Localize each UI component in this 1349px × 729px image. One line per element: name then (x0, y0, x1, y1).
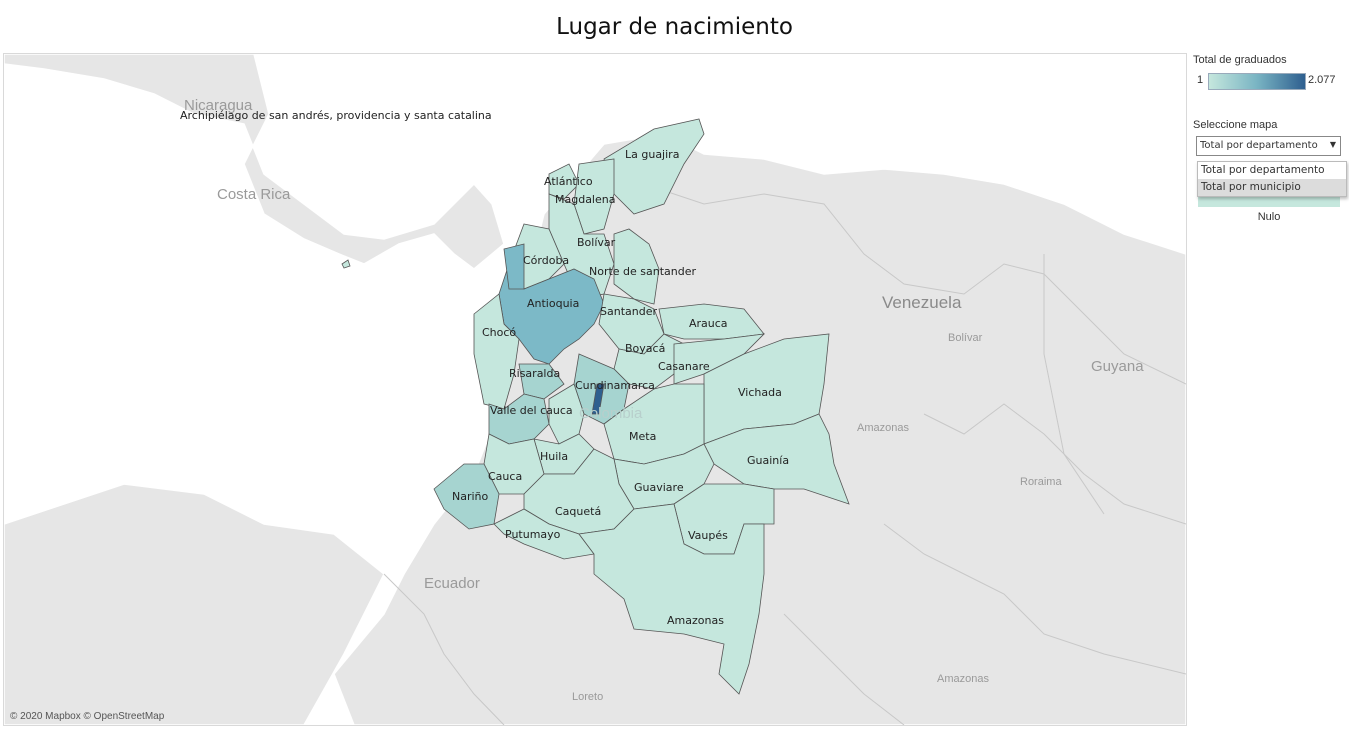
legend-title: Total de graduados (1193, 54, 1287, 66)
dept-label-san-andres: Archipiélago de san andrés, providencia … (180, 109, 492, 122)
dept-label-huila: Huila (540, 450, 568, 463)
region-amazonas[interactable] (578, 503, 765, 695)
map-view[interactable]: Nicaragua Costa Rica Venezuela Guyana Ec… (3, 53, 1187, 726)
label-amazonas-br: Amazonas (937, 673, 989, 685)
region-atlantico[interactable] (548, 163, 580, 200)
region-norte-santander[interactable] (613, 228, 660, 305)
option-total-por-departamento[interactable]: Total por departamento (1201, 164, 1325, 176)
dept-label-valle: Valle del cauca (490, 404, 573, 417)
selector-label: Seleccione mapa (1193, 119, 1278, 131)
page-title: Lugar de nacimiento (556, 14, 793, 40)
label-venezuela: Venezuela (882, 293, 962, 312)
dept-label-caqueta: Caquetá (555, 505, 601, 518)
dept-label-magdalena: Magdalena (555, 193, 615, 206)
region-choco[interactable] (473, 293, 520, 410)
dept-label-santander: Santander (600, 305, 657, 318)
dept-label-antioquia: Antioquia (527, 297, 579, 310)
dept-label-choco: Chocó (482, 326, 516, 339)
dept-label-guainia: Guainía (747, 454, 789, 467)
label-loreto: Loreto (572, 691, 603, 703)
label-roraima: Roraima (1020, 476, 1062, 488)
central-america-land (4, 54, 505, 270)
pacific-coast-land (4, 483, 385, 725)
label-colombia: Colombia (579, 405, 643, 422)
color-legend: 1 2.077 (1193, 72, 1345, 92)
dept-label-narino: Nariño (452, 490, 489, 503)
dept-label-la-guajira: La guajira (625, 148, 679, 161)
colombia-departments (341, 118, 850, 695)
dept-label-meta: Meta (629, 430, 656, 443)
region-narino[interactable] (433, 463, 500, 530)
dept-label-amazonas: Amazonas (667, 614, 724, 627)
label-costa-rica: Costa Rica (217, 186, 291, 203)
dept-label-norte-santander: Norte de santander (589, 265, 697, 278)
dept-label-vichada: Vichada (738, 386, 782, 399)
chevron-down-icon[interactable]: ▼ (1329, 140, 1336, 149)
region-uraba-cordoba[interactable] (503, 243, 525, 290)
dept-label-vaupes: Vaupés (688, 529, 728, 542)
dept-label-risaralda: Risaralda (509, 367, 560, 380)
dept-label-bolivar: Bolívar (577, 236, 616, 249)
label-ecuador: Ecuador (424, 575, 480, 592)
region-caldas-risaralda[interactable] (518, 363, 565, 400)
dept-label-putumayo: Putumayo (505, 528, 561, 541)
label-bolivar-ve: Bolívar (948, 332, 983, 344)
selector-options-list[interactable]: Total por departamento Total por municip… (1197, 161, 1347, 197)
dept-label-cauca: Cauca (488, 470, 522, 483)
label-nicaragua: Nicaragua (184, 97, 253, 114)
dept-label-cordoba: Córdoba (523, 254, 569, 267)
basemap-borders (383, 183, 1186, 725)
legend-max: 2.077 (1308, 74, 1336, 86)
dept-label-guaviare: Guaviare (634, 481, 684, 494)
label-amazonas-ve: Amazonas (857, 422, 909, 434)
map-canvas[interactable]: Nicaragua Costa Rica Venezuela Guyana Ec… (4, 54, 1186, 725)
dept-label-cundinamarca: Cundinamarca (575, 379, 655, 392)
option-total-por-municipio[interactable]: Total por municipio (1198, 179, 1346, 196)
dept-label-arauca: Arauca (689, 317, 728, 330)
map-selector-dropdown[interactable]: Total por departamento ▼ (1196, 136, 1341, 156)
dept-label-atlantico: Atlántico (544, 175, 593, 188)
null-legend-label: Nulo (1257, 211, 1281, 223)
region-la-guajira[interactable] (603, 118, 705, 215)
null-legend-swatch (1198, 196, 1340, 207)
region-guainia[interactable] (703, 413, 850, 505)
legend-min: 1 (1197, 74, 1204, 86)
selector-current-value: Total por departamento (1200, 140, 1318, 151)
side-panel: Total de graduados 1 2.077 Seleccione ma… (1193, 54, 1347, 223)
label-guyana: Guyana (1091, 358, 1144, 375)
region-bogota[interactable] (591, 383, 605, 415)
dept-label-boyaca: Boyacá (625, 342, 665, 355)
legend-gradient-bar (1208, 73, 1306, 90)
dept-label-casanare: Casanare (658, 360, 710, 373)
region-san-andres[interactable] (341, 259, 351, 269)
map-attribution[interactable]: © 2020 Mapbox © OpenStreetMap (10, 711, 165, 722)
